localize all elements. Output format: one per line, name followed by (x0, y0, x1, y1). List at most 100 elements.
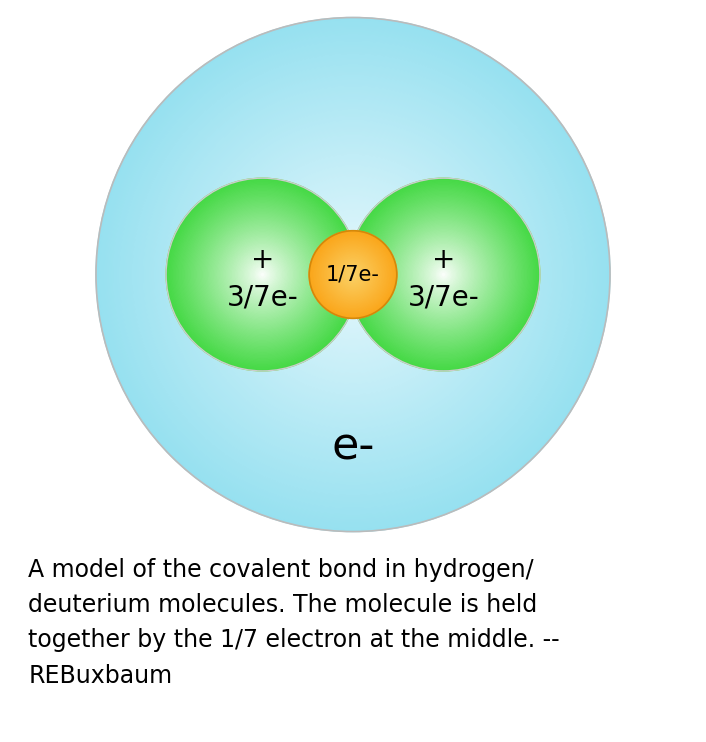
Circle shape (369, 200, 518, 349)
Circle shape (222, 234, 304, 315)
Circle shape (346, 267, 360, 282)
Circle shape (318, 240, 388, 309)
Circle shape (258, 270, 268, 279)
Circle shape (347, 178, 540, 371)
Circle shape (421, 252, 467, 298)
Circle shape (368, 199, 520, 350)
Circle shape (230, 242, 295, 307)
Circle shape (259, 271, 266, 278)
Circle shape (385, 215, 503, 334)
Circle shape (206, 218, 319, 331)
Circle shape (261, 273, 263, 276)
Circle shape (162, 84, 544, 465)
Circle shape (201, 122, 505, 427)
Circle shape (135, 56, 571, 493)
Circle shape (352, 274, 354, 275)
Circle shape (231, 243, 294, 306)
Circle shape (254, 176, 452, 373)
Circle shape (310, 232, 396, 318)
Circle shape (150, 71, 556, 478)
Circle shape (348, 180, 539, 370)
Circle shape (139, 60, 567, 489)
Text: A model of the covalent bond in hydrogen/
deuterium molecules. The molecule is h: A model of the covalent bond in hydrogen… (28, 558, 560, 688)
Circle shape (229, 241, 297, 308)
Circle shape (308, 229, 398, 320)
Circle shape (406, 237, 481, 312)
Circle shape (188, 200, 337, 349)
Circle shape (409, 240, 479, 309)
Circle shape (186, 199, 338, 350)
Circle shape (282, 204, 424, 345)
Circle shape (370, 201, 517, 348)
Circle shape (154, 76, 552, 473)
Circle shape (323, 244, 383, 305)
Circle shape (291, 212, 415, 337)
Circle shape (246, 257, 280, 292)
Circle shape (399, 230, 488, 319)
Circle shape (419, 251, 467, 298)
Circle shape (253, 265, 272, 284)
Circle shape (202, 214, 323, 335)
Circle shape (409, 241, 477, 308)
Circle shape (289, 210, 417, 339)
Circle shape (397, 229, 489, 321)
Circle shape (356, 186, 532, 363)
Circle shape (237, 249, 288, 300)
Circle shape (293, 214, 413, 335)
Circle shape (352, 183, 535, 366)
Circle shape (175, 96, 531, 453)
Circle shape (181, 193, 345, 356)
Circle shape (218, 139, 488, 410)
Circle shape (429, 260, 458, 289)
Circle shape (160, 82, 546, 467)
Circle shape (166, 178, 359, 371)
Circle shape (145, 67, 561, 482)
Circle shape (248, 260, 277, 289)
Circle shape (382, 213, 505, 336)
Circle shape (395, 226, 492, 323)
Circle shape (256, 269, 268, 280)
Circle shape (178, 190, 347, 359)
Circle shape (422, 253, 465, 296)
Circle shape (254, 266, 271, 283)
Circle shape (242, 254, 283, 295)
Circle shape (397, 228, 491, 321)
Circle shape (348, 269, 358, 280)
Circle shape (318, 240, 388, 309)
Circle shape (184, 196, 341, 353)
Circle shape (358, 189, 529, 360)
Circle shape (320, 242, 386, 307)
Circle shape (313, 235, 393, 314)
Circle shape (190, 112, 516, 437)
Circle shape (328, 249, 378, 301)
Circle shape (434, 265, 453, 284)
Circle shape (265, 187, 441, 362)
Circle shape (196, 209, 329, 341)
Circle shape (169, 182, 355, 367)
Circle shape (315, 237, 391, 312)
Circle shape (357, 188, 530, 361)
Circle shape (246, 168, 460, 381)
Circle shape (141, 62, 565, 487)
Circle shape (237, 159, 469, 390)
Circle shape (337, 258, 369, 291)
Circle shape (195, 207, 330, 342)
Circle shape (347, 269, 359, 280)
Circle shape (172, 184, 353, 365)
Circle shape (96, 18, 610, 531)
Circle shape (381, 212, 506, 337)
Circle shape (373, 205, 513, 344)
Circle shape (183, 195, 342, 354)
Circle shape (329, 251, 377, 298)
Circle shape (192, 114, 514, 435)
Circle shape (158, 79, 548, 470)
Circle shape (388, 219, 499, 330)
Circle shape (327, 249, 379, 301)
Circle shape (323, 245, 383, 304)
Circle shape (337, 259, 369, 290)
Circle shape (338, 260, 368, 289)
Circle shape (383, 214, 504, 335)
Text: 3/7e-: 3/7e- (227, 284, 299, 312)
Circle shape (340, 261, 366, 288)
Circle shape (316, 238, 390, 311)
